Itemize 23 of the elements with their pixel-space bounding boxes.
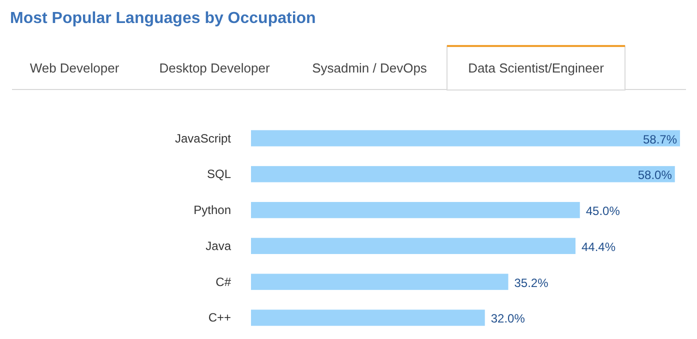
bar — [251, 202, 580, 218]
text: Data Scientist/Engineer — [468, 60, 605, 76]
y-tick-label: C# — [216, 274, 232, 289]
text: Sysadmin / DevOps — [312, 60, 428, 76]
data-label: 32.0% — [490, 312, 526, 326]
data-label: 58.7% — [642, 132, 678, 146]
bar — [251, 274, 508, 290]
data-label: 58.0% — [638, 168, 672, 182]
text: Desktop Developer — [159, 60, 270, 76]
y-tick-label: C++ — [208, 310, 231, 325]
data-label: 44.4% — [581, 240, 616, 254]
y-tick-label: Java — [206, 238, 232, 253]
bar — [251, 166, 675, 182]
y-tick-label: SQL — [206, 167, 232, 182]
bar — [251, 130, 680, 146]
data-label: 35.2% — [514, 276, 549, 290]
data-label: 45.0% — [586, 204, 620, 218]
y-tick-label: Python — [194, 203, 231, 218]
bar — [251, 310, 485, 326]
bar — [251, 238, 576, 254]
text: Web Developer — [30, 60, 120, 76]
chart-title: Most Popular Languages by Occupation — [10, 10, 316, 27]
y-tick-label: JavaScript — [174, 131, 232, 146]
